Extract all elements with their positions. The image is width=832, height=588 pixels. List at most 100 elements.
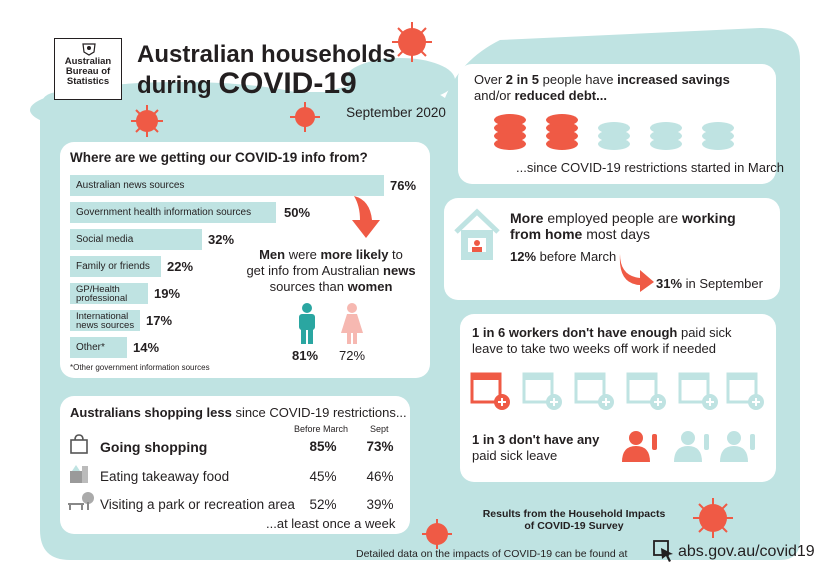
pct-government-health: 50% [284,205,311,220]
savings-and-or: and/or [474,88,515,103]
wfh-more: More [510,210,544,226]
savings-people: people have [539,72,618,87]
bar-australian-news: Australian news sources [70,175,384,196]
footnote: *Other government information sources [70,363,210,372]
org-name-line2: Bureau of [65,66,111,77]
park-before: 52% [309,497,337,512]
bar-other: Other* [70,337,127,358]
pct-gp-health: 19% [154,286,181,301]
men-to: to [388,247,403,262]
title-covid: COVID-19 [218,67,357,100]
shopping-footer: ...at least once a week [266,516,396,531]
col-sept: Sept [370,424,389,434]
savings-text: Over 2 in 5 people have increased saving… [474,72,730,104]
sick-leave-paid: paid sick [677,325,732,340]
crest-icon [82,43,96,56]
col-before-march: Before March [294,424,349,434]
info-sources-title: Where are we getting our COVID-19 info f… [70,150,368,165]
shopping-title-rest: since COVID-19 restrictions... [231,405,407,420]
sick-leave-none: 1 in 3 don't have any paid sick leave [472,432,599,464]
pct-family-friends: 22% [167,259,194,274]
bar-government-health: Government health information sources [70,202,276,223]
abs-logo: Australian Bureau of Statistics [54,38,122,100]
savings-increased: increased savings [617,72,730,87]
sick-person-icons [622,431,755,462]
wfh-card [444,198,780,300]
takeaway-icon [70,465,88,483]
park-sept: 39% [366,497,394,512]
org-name-line1: Australian [64,56,112,67]
title-prefix: during [137,72,219,99]
women-pct: 72% [339,348,366,363]
takeaway-sept: 46% [366,469,394,484]
woman-icon [341,303,363,344]
arrow-down-icon [352,196,380,238]
row-park: Visiting a park or recreation area [100,497,295,512]
wfh-before: 12% before March [510,249,616,265]
results-note: Results from the Household Impacts of CO… [474,508,674,532]
men-pct: 81% [292,348,319,363]
wfh-text: More employed people are working from ho… [510,210,736,242]
date-badge: September 2020 [340,98,452,128]
page-title-line1: Australian households [137,41,396,68]
man-icon [299,303,315,344]
bar-intl-label-1: International [76,311,129,322]
shopping-bag-icon [70,434,88,454]
org-name-line3: Statistics [66,76,110,87]
going-shopping-before: 85% [309,439,337,454]
wfh-most-days: most days [582,226,651,242]
women-bold: women [347,279,393,294]
wfh-working: working [682,210,736,226]
row-going-shopping: Going shopping [100,439,208,455]
takeaway-before: 45% [309,469,337,484]
sick-leave-line2: leave to take two weeks off work if need… [472,341,717,356]
wfh-after-text: in September [682,276,763,291]
savings-reduced: reduced debt... [514,88,607,103]
abs-covid-link[interactable]: abs.gov.au/covid19 [678,543,815,560]
bar-gp-label-2: professional [76,293,128,304]
savings-over: Over [474,72,506,87]
pct-australian-news: 76% [390,178,417,193]
men-news: news [383,263,416,278]
cursor-click-icon [653,540,673,562]
detail-text: Detailed data on the impacts of COVID-19… [356,548,628,560]
results-line2: of COVID-19 Survey [524,520,624,532]
men-bold: Men [259,247,286,262]
shopping-card [60,396,410,534]
men-women-text: Men were more likely to get info from Au… [246,247,416,295]
bar-international-news: International news sources [70,310,140,331]
going-shopping-sept: 73% [366,439,394,454]
sick-leave-none-line2: paid sick leave [472,448,558,463]
wfh-after: 31% in September [656,276,763,292]
pct-other: 14% [133,340,160,355]
savings-ratio: 2 in 5 [505,72,540,87]
bar-family-friends: Family or friends [70,256,161,277]
wfh-before-pct: 12% [510,249,537,264]
more-likely: more likely [320,247,389,262]
sick-leave-ratio: 1 in 6 workers don't have enough [472,325,678,340]
men-line2: get info from Australian [246,263,384,278]
shopping-title-bold: Australians shopping less [70,405,232,420]
sick-leave-none-ratio: 1 in 3 don't have any [472,432,600,447]
page-title-line2: during COVID-19 [137,67,357,100]
results-line1: Results from the Household Impacts [482,508,666,520]
bar-gp-label-1: GP/Health [76,284,120,295]
shopping-title: Australians shopping less since COVID-19… [70,405,407,420]
bar-social-media: Social media [70,229,202,250]
row-takeaway: Eating takeaway food [100,469,230,484]
home-office-icon [454,208,500,260]
bar-gp-health: GP/Health professional [70,283,148,304]
coins-icon [494,114,734,150]
pct-international-news: 17% [146,313,173,328]
wfh-employed: employed people are [543,210,682,226]
calendar-icons [470,372,764,410]
savings-footer: ...since COVID-19 restrictions started i… [516,160,785,175]
park-icon [68,492,94,510]
bar-intl-label-2: news sources [76,320,135,331]
pct-social-media: 32% [208,232,235,247]
wfh-from-home: from home [510,226,583,242]
men-line3: sources than [269,279,348,294]
wfh-before-text: before March [536,249,617,264]
sick-leave-text: 1 in 6 workers don't have enough paid si… [472,325,732,357]
arrow-right-icon [619,254,654,292]
